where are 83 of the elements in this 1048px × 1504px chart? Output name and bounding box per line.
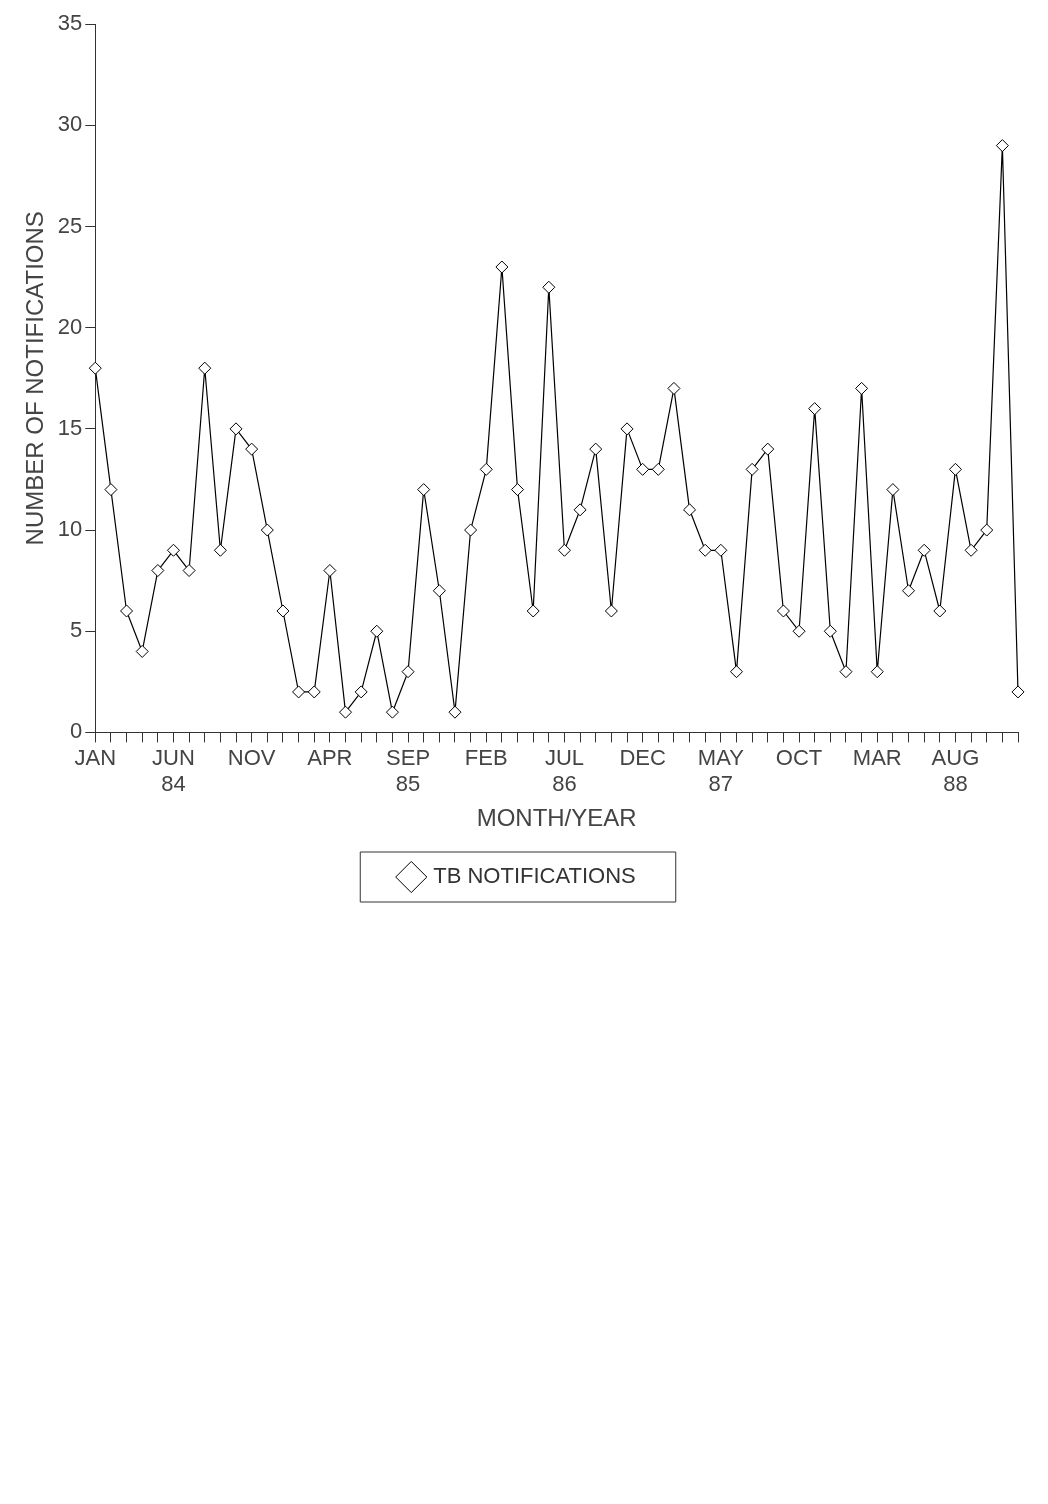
point <box>604 604 618 618</box>
point <box>667 381 681 395</box>
x-tick-label: JUN 84 <box>152 744 195 797</box>
point <box>948 462 962 476</box>
point <box>995 139 1009 153</box>
point <box>855 381 869 395</box>
x-tick-label: AUG 88 <box>931 744 980 797</box>
y-tick-label: 15 <box>57 414 83 440</box>
point <box>808 402 822 416</box>
point <box>307 685 321 699</box>
point <box>964 543 978 557</box>
point <box>542 280 556 294</box>
point <box>980 523 994 537</box>
point <box>260 523 274 537</box>
point <box>245 442 259 456</box>
point <box>1011 685 1025 699</box>
point <box>479 462 493 476</box>
point <box>166 543 180 557</box>
y-tick-label: 5 <box>70 617 83 643</box>
point <box>323 564 337 578</box>
y-axis-title: NUMBER OF NOTIFICATIONS <box>21 211 49 546</box>
y-tick-label: 20 <box>57 313 83 339</box>
y-tick-label: 0 <box>70 718 83 744</box>
x-tick-label: DEC <box>619 744 666 770</box>
point <box>511 483 525 497</box>
point <box>573 503 587 517</box>
point <box>354 685 368 699</box>
point <box>589 442 603 456</box>
point <box>651 462 665 476</box>
point <box>933 604 947 618</box>
point <box>886 483 900 497</box>
point <box>464 523 478 537</box>
point <box>88 361 102 375</box>
point <box>839 665 853 679</box>
legend-label: TB NOTIFICATIONS <box>433 863 636 889</box>
point <box>339 705 352 719</box>
point <box>432 584 446 598</box>
x-tick-label: JUL 86 <box>544 744 585 797</box>
point <box>495 260 509 274</box>
point <box>698 543 712 557</box>
point <box>729 665 743 679</box>
point <box>135 644 149 658</box>
y-tick-label: 25 <box>57 212 83 238</box>
x-tick-label: MAY 87 <box>697 744 745 797</box>
point <box>636 462 650 476</box>
x-tick-label: SEP 85 <box>386 744 431 797</box>
point <box>417 483 431 497</box>
point <box>714 543 728 557</box>
point <box>870 665 884 679</box>
point <box>401 665 415 679</box>
point <box>385 705 399 719</box>
x-tick-label: OCT <box>775 744 823 770</box>
point <box>182 564 196 578</box>
x-tick-label: JAN <box>74 744 117 770</box>
point <box>683 503 697 517</box>
point <box>370 624 384 638</box>
x-tick-label: APR <box>307 744 353 770</box>
point <box>776 604 790 618</box>
x-tick-label: FEB <box>464 744 508 770</box>
point <box>104 483 118 497</box>
point <box>761 442 775 456</box>
y-tick-label: 35 <box>57 10 83 36</box>
point <box>292 685 306 699</box>
x-tick-label: NOV <box>227 744 276 770</box>
point <box>276 604 290 618</box>
point <box>917 543 931 557</box>
point <box>213 543 227 557</box>
point <box>620 422 634 436</box>
x-tick-label: MAR <box>852 744 902 770</box>
point <box>229 422 243 436</box>
point <box>448 705 462 719</box>
point <box>526 604 540 618</box>
y-tick-label: 10 <box>57 516 83 542</box>
point <box>198 361 212 375</box>
point <box>745 462 759 476</box>
point <box>792 624 806 638</box>
point <box>823 624 837 638</box>
point <box>151 564 165 578</box>
point <box>902 584 916 598</box>
point <box>557 543 571 557</box>
y-tick-label: 30 <box>57 111 83 137</box>
x-axis-title: MONTH/YEAR <box>476 804 637 832</box>
point <box>120 604 134 618</box>
